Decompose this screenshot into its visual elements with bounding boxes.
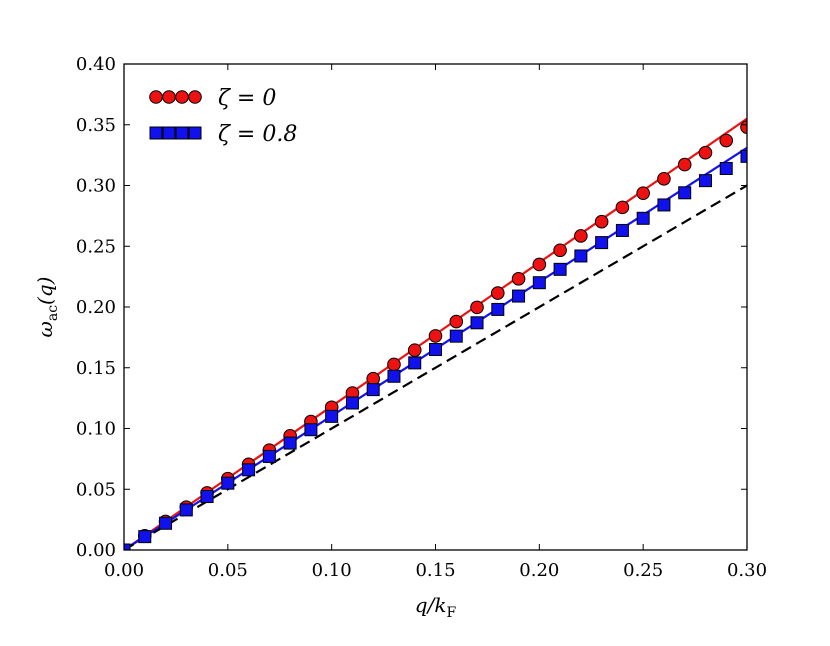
x-tick-label: 0.15: [415, 560, 455, 581]
marker-square: [429, 343, 442, 357]
x-tick-label: 0.30: [727, 560, 767, 581]
x-tick-label: 0.00: [104, 560, 144, 581]
marker-square: [657, 198, 671, 212]
marker-square: [387, 369, 401, 383]
marker-square: [449, 329, 463, 343]
marker-square: [470, 316, 484, 330]
marker-square: [532, 276, 546, 290]
marker-square: [200, 490, 214, 504]
x-axis-label: q/kF: [415, 593, 457, 621]
marker-square: [325, 409, 339, 423]
marker-square: [242, 463, 256, 477]
marker-square: [553, 262, 567, 276]
marker-circle: [636, 186, 650, 200]
legend-marker: [162, 126, 176, 140]
marker-square: [512, 289, 526, 303]
marker-square: [262, 449, 276, 463]
data-markers: [124, 120, 747, 550]
plot-frame: [123, 63, 748, 551]
marker-square: [595, 236, 609, 250]
marker-square: [138, 530, 152, 544]
marker-square: [740, 149, 747, 163]
marker-circle: [387, 357, 401, 372]
marker-square: [366, 383, 380, 397]
marker-circle: [428, 329, 443, 343]
marker-square: [615, 223, 629, 237]
y-tick-label: 0.00: [76, 540, 116, 561]
marker-square: [719, 161, 733, 175]
legend-marker: [149, 90, 163, 104]
marker-circle: [511, 272, 526, 286]
marker-square: [636, 211, 650, 225]
marker-square: [574, 249, 588, 263]
legend-label: ζ = 0.8: [218, 122, 297, 147]
marker-square: [304, 423, 318, 437]
legend-marker: [175, 90, 189, 104]
legend-marker: [175, 126, 189, 140]
x-tick-label: 0.05: [208, 560, 248, 581]
marker-circle: [740, 120, 747, 134]
legend-marker: [149, 126, 163, 140]
marker-circle: [449, 314, 464, 329]
y-tick-label: 0.15: [76, 358, 116, 379]
legend-label: ζ = 0: [218, 86, 276, 111]
marker-circle: [574, 229, 588, 243]
marker-circle: [553, 243, 567, 258]
y-tick-label: 0.40: [76, 54, 116, 75]
y-tick-label: 0.20: [76, 297, 116, 318]
marker-circle: [657, 172, 671, 186]
marker-square: [283, 436, 297, 450]
marker-circle: [698, 145, 713, 160]
x-tick-label: 0.20: [519, 560, 559, 581]
marker-square: [124, 543, 131, 550]
marker-square: [491, 302, 505, 316]
marker-square: [221, 476, 235, 490]
marker-circle: [615, 200, 630, 215]
marker-circle: [366, 371, 381, 386]
y-axis-label: ωac(q): [33, 277, 61, 338]
marker-circle: [470, 300, 484, 315]
plot-area: [124, 64, 747, 550]
marker-circle: [677, 157, 692, 172]
tick-labels: 0.00 0.05 0.10 0.15 0.20 0.25 0.30 0.00 0.05 0.10…: [76, 54, 767, 581]
marker-circle: [407, 343, 422, 357]
legend-marker: [188, 90, 202, 104]
marker-circle: [532, 257, 547, 272]
marker-circle: [719, 133, 734, 148]
y-tick-label: 0.05: [76, 479, 116, 500]
marker-square: [698, 174, 712, 188]
legend: ζ = 0 ζ = 0.8: [149, 86, 297, 147]
marker-square: [345, 396, 359, 410]
x-tick-label: 0.10: [312, 560, 352, 581]
y-tick-label: 0.35: [76, 115, 116, 136]
marker-square: [678, 186, 692, 200]
x-tick-label: 0.25: [623, 560, 663, 581]
y-tick-label: 0.25: [76, 236, 116, 257]
legend-marker: [188, 126, 202, 140]
legend-marker: [162, 90, 176, 104]
marker-circle: [491, 286, 505, 300]
y-tick-label: 0.30: [76, 176, 116, 197]
marker-square: [159, 516, 173, 530]
marker-square: [408, 356, 422, 370]
y-tick-label: 0.10: [76, 419, 116, 440]
marker-square: [179, 503, 193, 517]
marker-circle: [594, 214, 609, 229]
